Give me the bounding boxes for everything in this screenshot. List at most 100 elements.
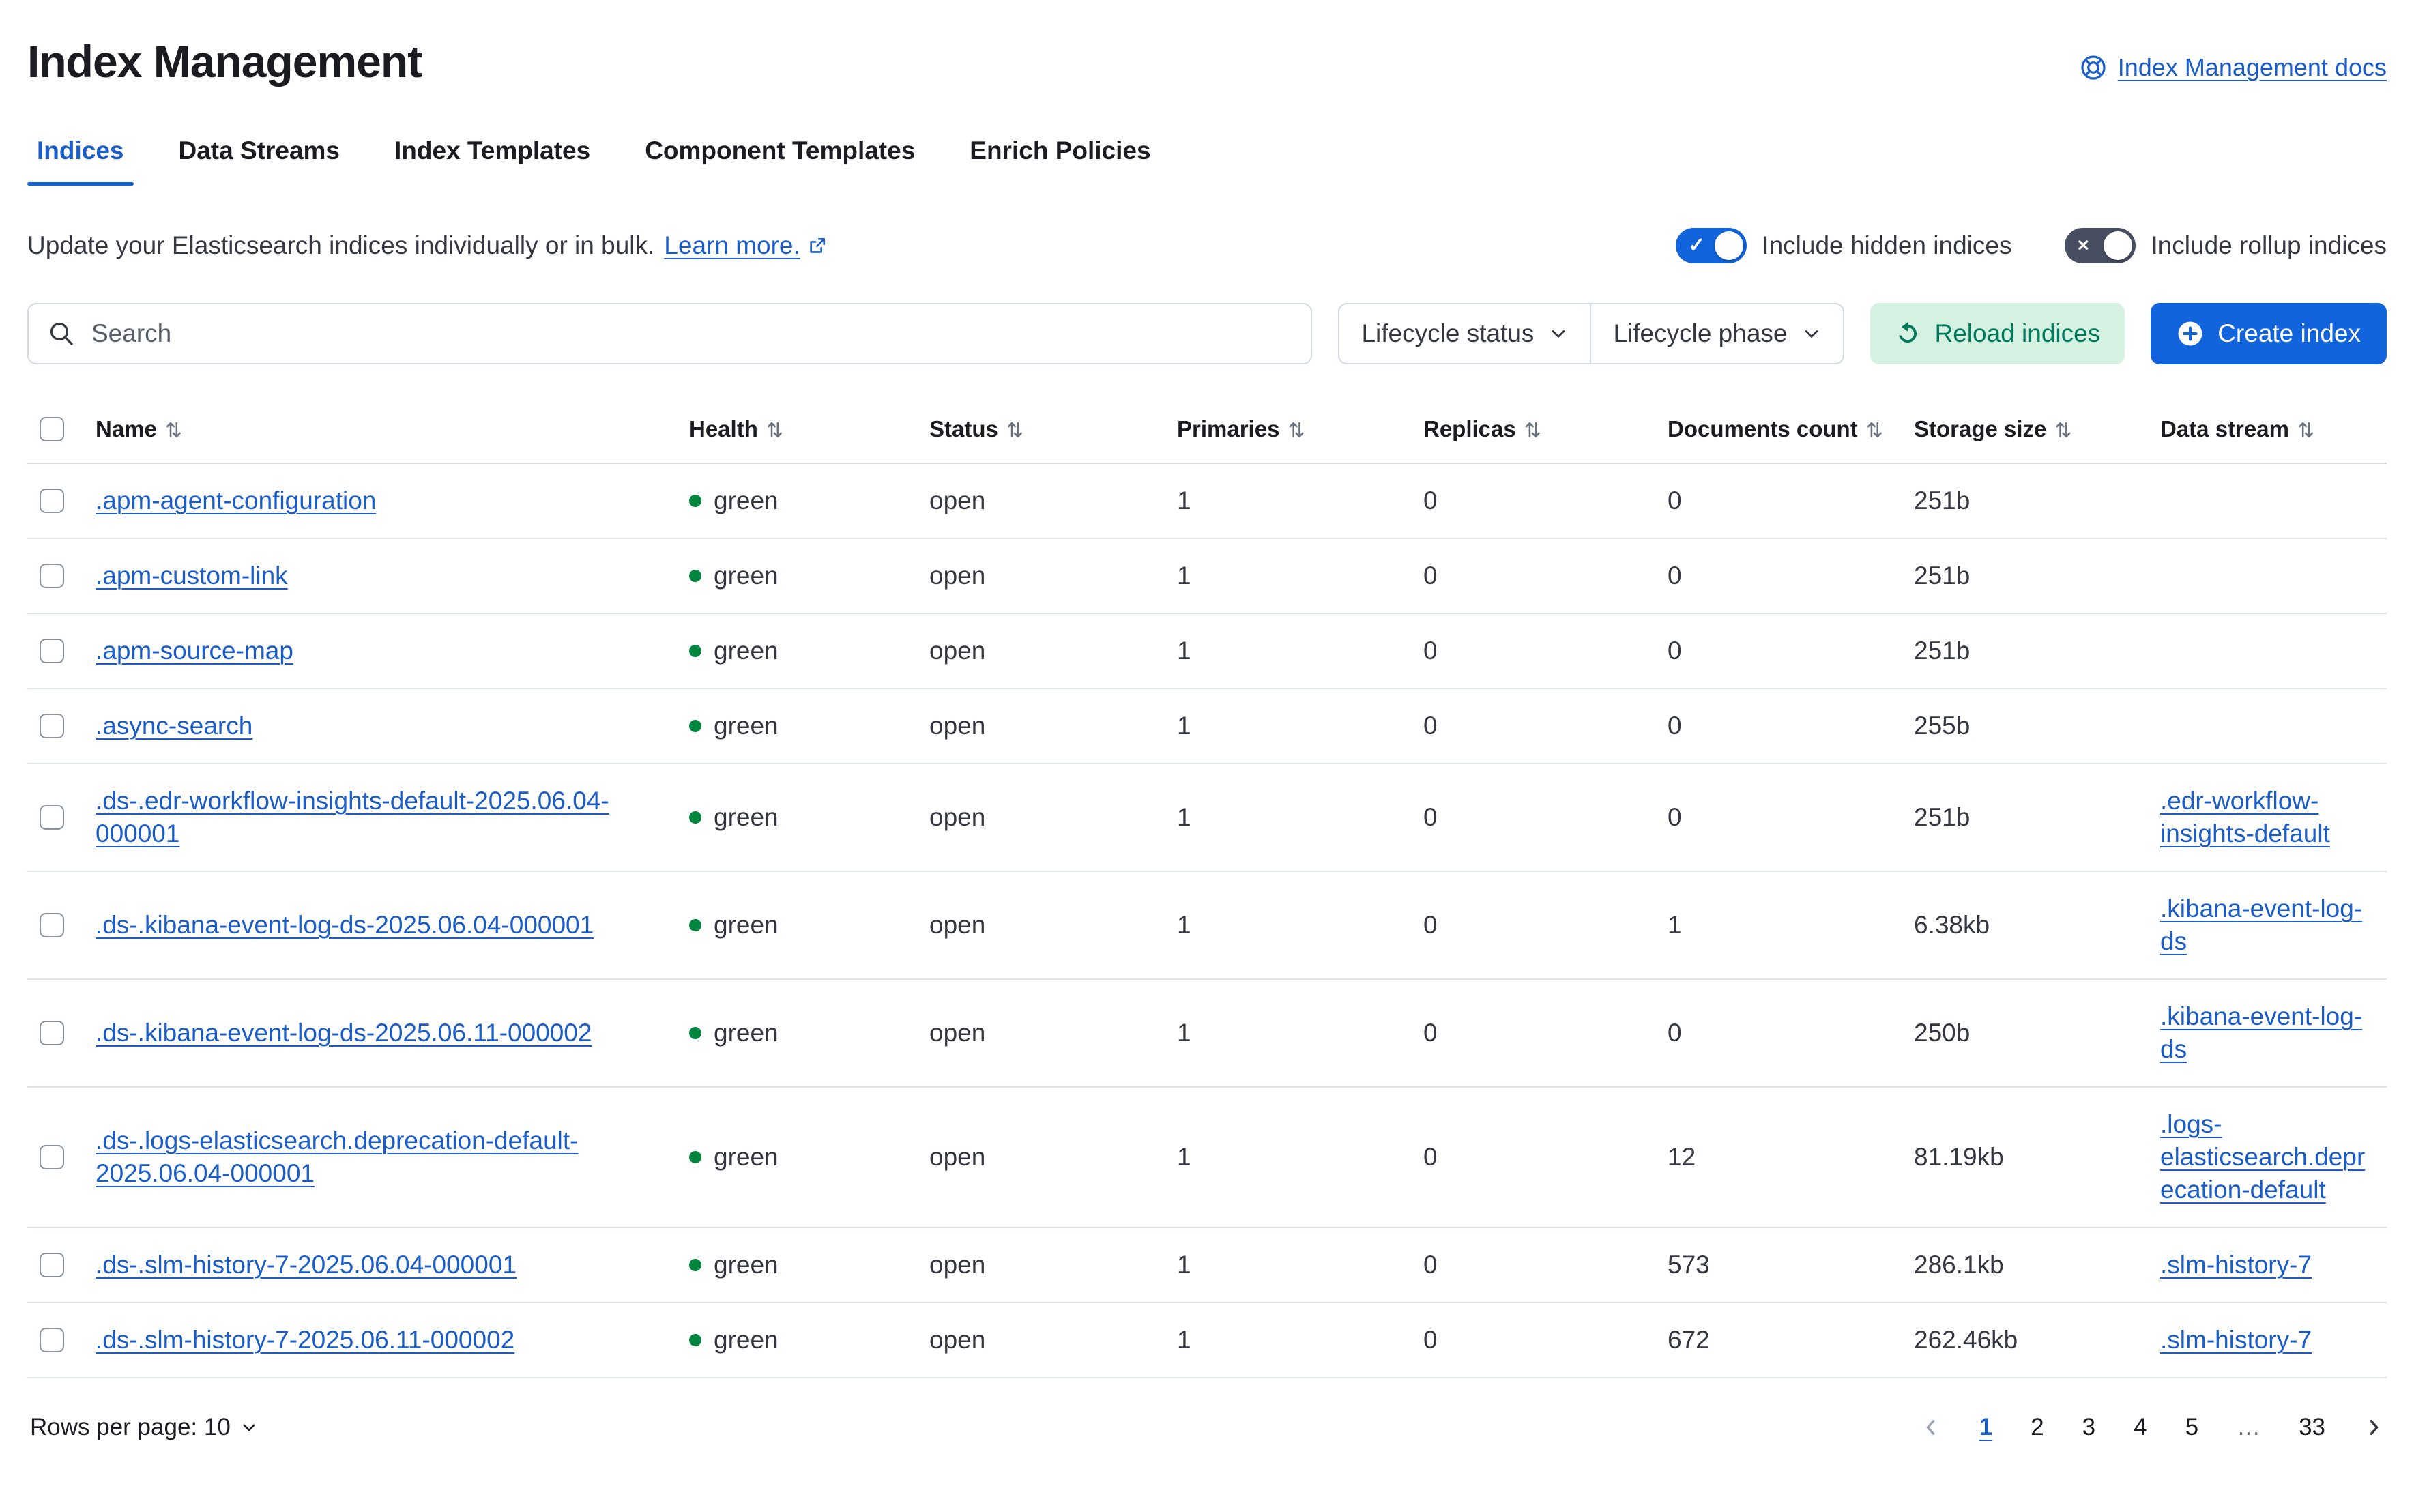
health-dot-icon <box>689 1027 701 1039</box>
documents-count-value: 0 <box>1668 463 1914 539</box>
create-index-button[interactable]: Create index <box>2151 303 2387 364</box>
select-all-header <box>27 396 96 464</box>
row-checkbox[interactable] <box>40 805 64 830</box>
tabs: Indices Data Streams Index Templates Compon… <box>27 132 2387 186</box>
page-number-3[interactable]: 3 <box>2082 1414 2096 1440</box>
health-dot-icon <box>689 811 701 824</box>
index-name-link[interactable]: .ds-.kibana-event-log-ds-2025.06.04-0000… <box>96 911 594 939</box>
index-name-link[interactable]: .ds-.slm-history-7-2025.06.04-000001 <box>96 1251 517 1279</box>
index-name-link[interactable]: .ds-.kibana-event-log-ds-2025.06.11-0000… <box>96 1019 592 1047</box>
reload-indices-button[interactable]: Reload indices <box>1870 303 2125 364</box>
column-label: Documents count <box>1668 416 1858 441</box>
row-checkbox[interactable] <box>40 489 64 513</box>
table-row: .ds-.edr-workflow-insights-default-2025.… <box>27 764 2387 872</box>
health-cell: green <box>689 801 913 834</box>
row-checkbox[interactable] <box>40 639 64 663</box>
storage-size-value: 286.1kb <box>1914 1227 2160 1303</box>
page-number-5[interactable]: 5 <box>2185 1414 2199 1440</box>
lifecycle-status-label: Lifecycle status <box>1361 319 1535 347</box>
index-name-link[interactable]: .ds-.edr-workflow-insights-default-2025.… <box>96 787 609 847</box>
row-checkbox[interactable] <box>40 714 64 738</box>
tab-indices[interactable]: Indices <box>27 132 134 186</box>
column-header-data-stream[interactable]: Data stream ⇅ <box>2160 396 2387 464</box>
pagination-ellipsis: … <box>2237 1414 2261 1440</box>
data-stream-link[interactable]: .kibana-event-log-ds <box>2160 895 2363 955</box>
replicas-value: 0 <box>1423 1227 1668 1303</box>
index-name-link[interactable]: .ds-.slm-history-7-2025.06.11-000002 <box>96 1326 515 1354</box>
column-header-name[interactable]: Name ⇅ <box>96 396 689 464</box>
toggle-on-switch[interactable]: ✓ <box>1676 228 1747 263</box>
previous-page-button[interactable] <box>1921 1417 1941 1438</box>
column-header-replicas[interactable]: Replicas ⇅ <box>1423 396 1668 464</box>
status-value: open <box>929 688 1177 764</box>
health-dot-icon <box>689 1259 701 1271</box>
switch-thumb <box>1715 231 1744 260</box>
row-checkbox[interactable] <box>40 913 64 937</box>
documents-count-value: 0 <box>1668 688 1914 764</box>
health-dot-icon <box>689 495 701 507</box>
help-ring-icon <box>2081 55 2106 80</box>
tab-index-templates[interactable]: Index Templates <box>394 136 591 164</box>
lifecycle-phase-filter[interactable]: Lifecycle phase <box>1590 304 1843 363</box>
index-name-link[interactable]: .apm-source-map <box>96 637 293 665</box>
chevron-down-icon <box>243 1424 255 1431</box>
documents-count-value: 0 <box>1668 979 1914 1088</box>
index-name-link[interactable]: .async-search <box>96 712 253 740</box>
index-name-link[interactable]: .ds-.logs-elasticsearch.deprecation-defa… <box>96 1126 579 1187</box>
column-header-documents-count[interactable]: Documents count ⇅ <box>1668 396 1914 464</box>
intro-row: Update your Elasticsearch indices indivi… <box>27 228 2387 263</box>
health-cell: green <box>689 1249 913 1281</box>
column-header-status[interactable]: Status ⇅ <box>929 396 1177 464</box>
row-checkbox[interactable] <box>40 1328 64 1352</box>
data-stream-link[interactable]: .edr-workflow-insights-default <box>2160 787 2330 847</box>
column-label: Replicas <box>1423 416 1516 441</box>
row-checkbox[interactable] <box>40 1253 64 1277</box>
index-name-link[interactable]: .apm-agent-configuration <box>96 486 377 514</box>
search-input[interactable] <box>90 319 1292 349</box>
status-value: open <box>929 463 1177 539</box>
select-all-checkbox[interactable] <box>40 417 64 441</box>
health-dot-icon <box>689 1334 701 1346</box>
toggle-off-switch[interactable]: × <box>2065 228 2136 263</box>
documents-count-value: 12 <box>1668 1087 1914 1228</box>
health-cell: green <box>689 710 913 742</box>
page-number-2[interactable]: 2 <box>2031 1414 2044 1440</box>
tab-enrich-policies[interactable]: Enrich Policies <box>970 136 1151 164</box>
page-number-4[interactable]: 4 <box>2134 1414 2147 1440</box>
row-checkbox[interactable] <box>40 1145 64 1169</box>
column-header-health[interactable]: Health ⇅ <box>689 396 929 464</box>
health-dot-icon <box>689 570 701 582</box>
column-header-primaries[interactable]: Primaries ⇅ <box>1177 396 1423 464</box>
primaries-value: 1 <box>1177 538 1423 614</box>
data-stream-link[interactable]: .logs-elasticsearch.deprecation-default <box>2160 1110 2366 1204</box>
replicas-value: 0 <box>1423 1303 1668 1378</box>
intro-text: Update your Elasticsearch indices indivi… <box>27 231 655 259</box>
docs-link[interactable]: Index Management docs <box>2080 53 2387 82</box>
index-name-link[interactable]: .apm-custom-link <box>96 562 288 590</box>
learn-more-link[interactable]: Learn more. <box>664 231 828 260</box>
chevron-left-icon <box>1926 1419 1935 1436</box>
documents-count-value: 0 <box>1668 764 1914 872</box>
plus-in-circle-icon <box>2178 321 2202 346</box>
primaries-value: 1 <box>1177 613 1423 689</box>
tab-component-templates[interactable]: Component Templates <box>645 136 916 164</box>
data-stream-link[interactable]: .kibana-event-log-ds <box>2160 1002 2363 1063</box>
row-checkbox[interactable] <box>40 1021 64 1045</box>
primaries-value: 1 <box>1177 1303 1423 1378</box>
data-stream-link[interactable]: .slm-history-7 <box>2160 1251 2312 1279</box>
tab-data-streams[interactable]: Data Streams <box>178 136 340 164</box>
row-checkbox[interactable] <box>40 564 64 588</box>
storage-size-value: 6.38kb <box>1914 871 2160 980</box>
health-value: green <box>714 1019 779 1047</box>
rows-per-page-control[interactable]: Rows per page: 10 <box>30 1414 258 1441</box>
next-page-button[interactable] <box>2364 1417 2384 1438</box>
page-number-1[interactable]: 1 <box>1979 1414 1993 1440</box>
replicas-value: 0 <box>1423 613 1668 689</box>
page-number-33[interactable]: 33 <box>2299 1414 2325 1440</box>
sortable-arrows-icon: ⇅ <box>1524 420 1541 442</box>
lifecycle-status-filter[interactable]: Lifecycle status <box>1339 304 1590 363</box>
column-header-storage-size[interactable]: Storage size ⇅ <box>1914 396 2160 464</box>
data-stream-link[interactable]: .slm-history-7 <box>2160 1326 2312 1354</box>
status-value: open <box>929 1227 1177 1303</box>
status-value: open <box>929 979 1177 1088</box>
